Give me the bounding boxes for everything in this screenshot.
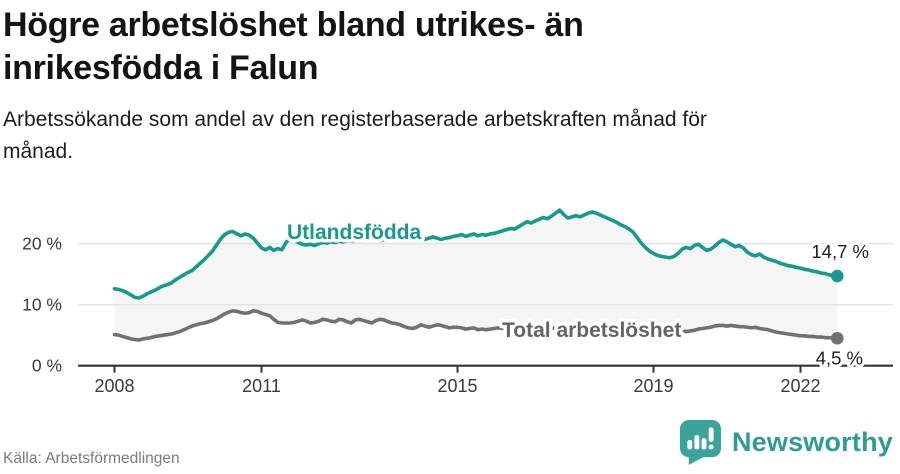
series-end-value-total: 4,5 %: [816, 348, 863, 369]
subtitle: Arbetssökande som andel av den registerb…: [3, 108, 707, 163]
y-tick-label: 0 %: [32, 356, 62, 376]
y-tick-label: 10 %: [22, 295, 62, 315]
series-end-dot-utlandsfodda: [830, 269, 844, 283]
series-label-total: Total arbetslöshet: [502, 319, 681, 342]
series-end-value-utlandsfodda: 14,7 %: [811, 241, 869, 262]
page-title: Högre arbetslöshet bland utrikes- än inr…: [3, 6, 584, 88]
unemployment-line-chart: 2008 2011 2015 2019 2022 0 % 10 % 20 % Utlandsfö…: [22, 208, 893, 396]
x-tick-label: 2008: [94, 376, 134, 396]
series-label-utlandsfodda: Utlandsfödda: [287, 221, 421, 244]
series-line-utlandsfodda: [112, 208, 840, 300]
x-tick-label: 2022: [780, 376, 820, 396]
header: Högre arbetslöshet bland utrikes- än inr…: [3, 4, 883, 167]
series-band-fill: [114, 210, 838, 341]
newsworthy-logo: Newsworthy: [679, 419, 893, 466]
y-tick-label: 20 %: [22, 234, 62, 254]
series-end-dot-total: [830, 331, 844, 345]
x-tick-label: 2011: [242, 376, 281, 396]
chart-area: 2008 2011 2015 2019 2022 0 % 10 % 20 % Utlandsfö…: [0, 190, 900, 410]
brand-name: Newsworthy: [731, 427, 893, 457]
source-attribution: Källa: Arbetsförmedlingen: [3, 450, 180, 467]
bar-chart-speech-bubble-icon: [679, 420, 721, 465]
x-tick-label: 2019: [633, 376, 673, 396]
series-line-total: [112, 309, 840, 342]
x-tick-label: 2015: [437, 376, 477, 396]
